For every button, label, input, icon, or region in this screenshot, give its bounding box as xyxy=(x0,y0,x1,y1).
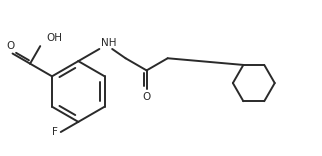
Text: NH: NH xyxy=(101,38,116,48)
Text: O: O xyxy=(7,41,15,51)
Text: O: O xyxy=(142,92,151,102)
Text: F: F xyxy=(52,127,58,137)
Text: OH: OH xyxy=(46,33,62,43)
